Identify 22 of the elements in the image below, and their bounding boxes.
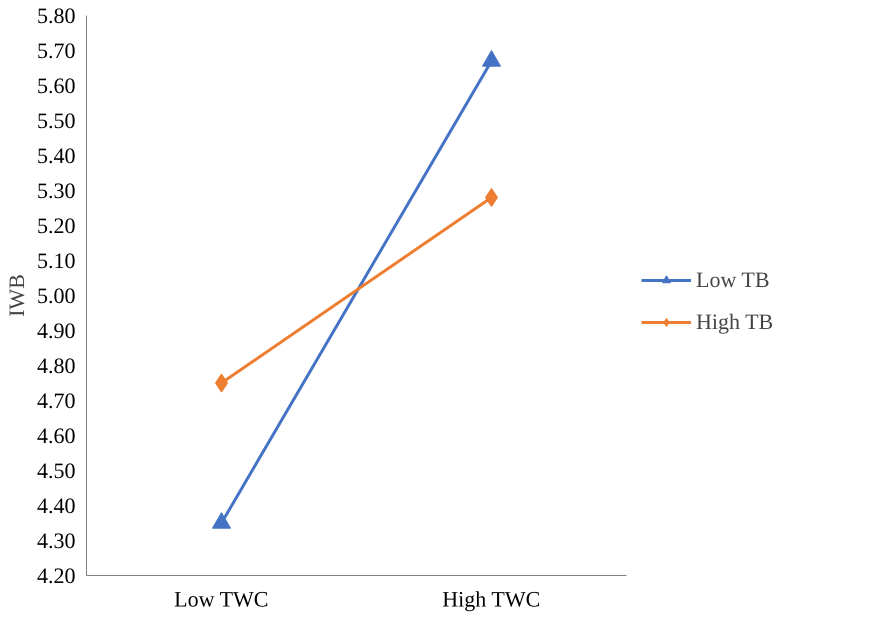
y-tick-label: 4.70 [37,388,76,413]
y-tick-label: 5.80 [37,3,76,28]
y-tick-label: 4.40 [37,493,76,518]
y-tick-label: 4.60 [37,423,76,448]
y-tick-label: 4.20 [37,563,76,588]
y-tick-label: 5.10 [37,248,76,273]
y-tick-label: 5.60 [37,73,76,98]
y-axis-title: IWB [4,274,29,317]
y-tick-label: 5.50 [37,108,76,133]
y-tick-label: 5.20 [37,213,76,238]
x-tick-label: Low TWC [174,586,268,612]
y-tick-label: 4.90 [37,318,76,343]
y-tick-label: 4.50 [37,458,76,483]
y-tick-label: 5.30 [37,178,76,203]
y-tick-label: 5.70 [37,38,76,63]
y-tick-label: 4.30 [37,528,76,553]
x-tick-label: High TWC [442,586,540,612]
legend-label: Low TB [696,267,770,293]
legend-label: High TB [696,309,774,335]
y-tick-label: 4.80 [37,353,76,378]
y-tick-label: 5.00 [37,283,76,308]
y-tick-label: 5.40 [37,143,76,168]
